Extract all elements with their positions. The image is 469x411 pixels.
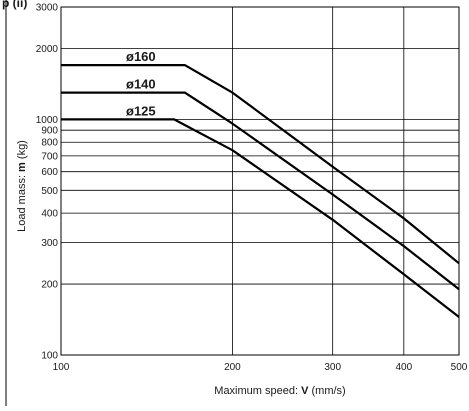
series-label: ø140 xyxy=(126,77,156,92)
y-tick-label: 200 xyxy=(41,280,58,291)
series-label: ø160 xyxy=(126,49,156,64)
x-tick-label: 500 xyxy=(451,362,468,373)
y-axis-label: Load mass: m (kg) xyxy=(16,140,28,232)
y-tick-label: 900 xyxy=(41,126,58,137)
header-fragment: p (ii) xyxy=(2,0,27,10)
y-tick-label: 1000 xyxy=(36,115,59,126)
grid xyxy=(61,6,459,355)
y-tick-label: 400 xyxy=(41,209,58,220)
y-tick-label: 700 xyxy=(41,151,58,162)
series-line xyxy=(61,63,460,265)
series-line xyxy=(61,91,460,291)
series-labels: ø160 ø140 ø125 xyxy=(126,49,156,118)
x-tick-label: 100 xyxy=(53,362,70,373)
y-tick-label: 800 xyxy=(41,138,58,149)
x-axis-label: Maximum speed: V (mm/s) xyxy=(214,385,345,397)
series-lines xyxy=(61,63,460,318)
y-tick-label: 2000 xyxy=(36,44,59,55)
x-tick-labels: 100 200 300 400 500 xyxy=(53,362,468,373)
x-tick-label: 200 xyxy=(224,362,241,373)
plot-frame xyxy=(60,6,460,356)
y-tick-label: 100 xyxy=(41,351,58,362)
y-tick-label: 300 xyxy=(41,238,58,249)
y-tick-label: 600 xyxy=(41,167,58,178)
y-tick-label: 3000 xyxy=(36,3,59,14)
y-tick-label: 500 xyxy=(41,186,58,197)
series-label: ø125 xyxy=(126,103,156,118)
series-line xyxy=(61,118,460,318)
x-tick-label: 400 xyxy=(395,362,412,373)
x-tick-label: 300 xyxy=(324,362,341,373)
